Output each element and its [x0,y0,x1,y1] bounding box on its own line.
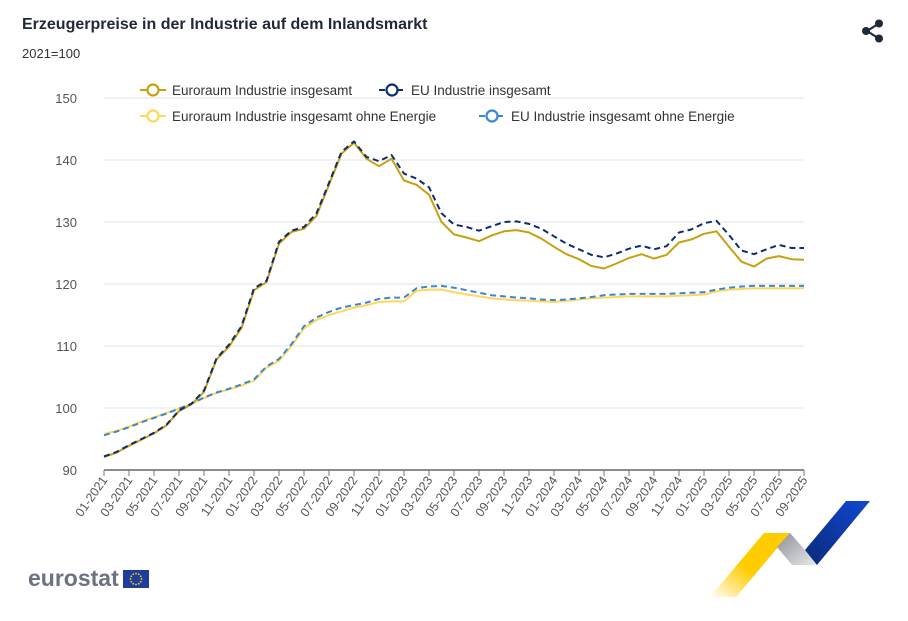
legend-marker-icon [385,83,399,97]
legend-label: EU Industrie insgesamt ohne Energie [511,109,735,124]
eu-flag-icon [122,569,149,588]
y-tick-label: 130 [55,215,77,230]
legend-label: Euroraum Industrie insgesamt [172,83,352,98]
y-tick-label: 90 [63,463,77,478]
eurostat-logo: eurostat [28,565,149,592]
series-line-2 [103,287,804,435]
y-tick-label: 100 [55,401,77,416]
legend-item[interactable]: Euroraum Industrie insgesamt [140,83,352,98]
series-line-1 [103,140,804,458]
chart-subtitle: 2021=100 [22,46,81,61]
y-tick-label: 120 [55,277,77,292]
series-lines [103,140,805,458]
legend-item[interactable]: EU Industrie insgesamt ohne Energie [479,109,735,124]
chart-title: Erzeugerpreise in der Industrie auf dem … [22,16,428,33]
share-icon[interactable] [860,18,886,44]
series-line-0 [103,141,805,458]
legend-label: Euroraum Industrie insgesamt ohne Energi… [172,109,436,124]
legend-marker-icon [146,109,160,123]
gridlines [104,97,804,409]
y-axis: 90 100 110 120 130 140 150 [55,91,77,478]
y-tick-label: 110 [56,339,77,354]
legend-marker-icon [146,83,160,97]
legend: Euroraum Industrie insgesamt EU Industrie… [140,83,735,124]
y-tick-label: 150 [55,91,77,106]
legend-label: EU Industrie insgesamt [411,83,551,98]
eurostat-logo-text: eurostat [28,565,119,591]
decorative-ribbon-logo [700,490,908,621]
legend-marker-icon [485,109,499,123]
series-line-3 [103,284,804,437]
y-tick-label: 140 [55,153,77,168]
legend-item[interactable]: Euroraum Industrie insgesamt ohne Energi… [140,109,436,124]
legend-item[interactable]: EU Industrie insgesamt [379,83,551,98]
